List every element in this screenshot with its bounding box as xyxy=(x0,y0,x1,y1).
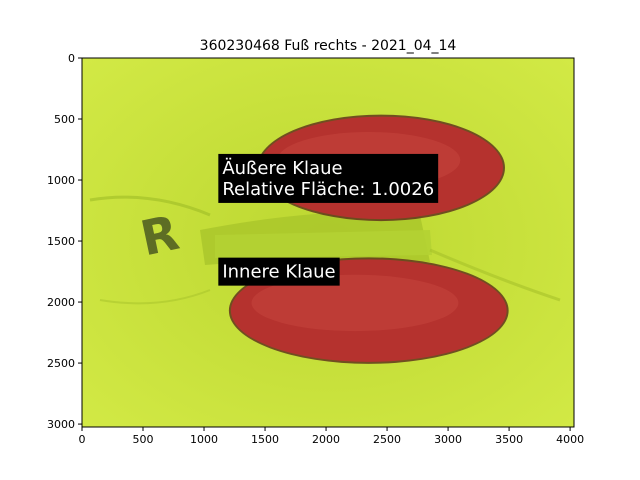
y-tick-label: 2000 xyxy=(47,296,75,309)
x-tick-label: 2000 xyxy=(312,433,340,446)
y-tick-label: 1000 xyxy=(47,174,75,187)
y-tick-label: 1500 xyxy=(47,235,75,248)
chart-title: 360230468 Fuß rechts - 2021_04_14 xyxy=(200,38,457,54)
y-tick-label: 500 xyxy=(54,113,75,126)
x-tick-label: 3500 xyxy=(495,433,523,446)
y-tick-label: 0 xyxy=(68,52,75,65)
x-tick-label: 4000 xyxy=(556,433,584,446)
x-tick-label: 1000 xyxy=(190,433,218,446)
y-tick-label: 2500 xyxy=(47,357,75,370)
annotation-text: Innere Klaue xyxy=(222,262,335,283)
annotation-text: Relative Fläche: 1.0026 xyxy=(222,179,434,200)
annotation-text: Äußere Klaue xyxy=(222,158,342,179)
y-tick-label: 3000 xyxy=(47,418,75,431)
x-tick-label: 500 xyxy=(133,433,154,446)
x-tick-label: 2500 xyxy=(373,433,401,446)
photo-image: R xyxy=(82,58,574,427)
x-tick-label: 0 xyxy=(79,433,86,446)
x-tick-label: 1500 xyxy=(251,433,279,446)
annotation-box: Innere Klaue xyxy=(218,258,339,286)
x-tick-label: 3000 xyxy=(434,433,462,446)
